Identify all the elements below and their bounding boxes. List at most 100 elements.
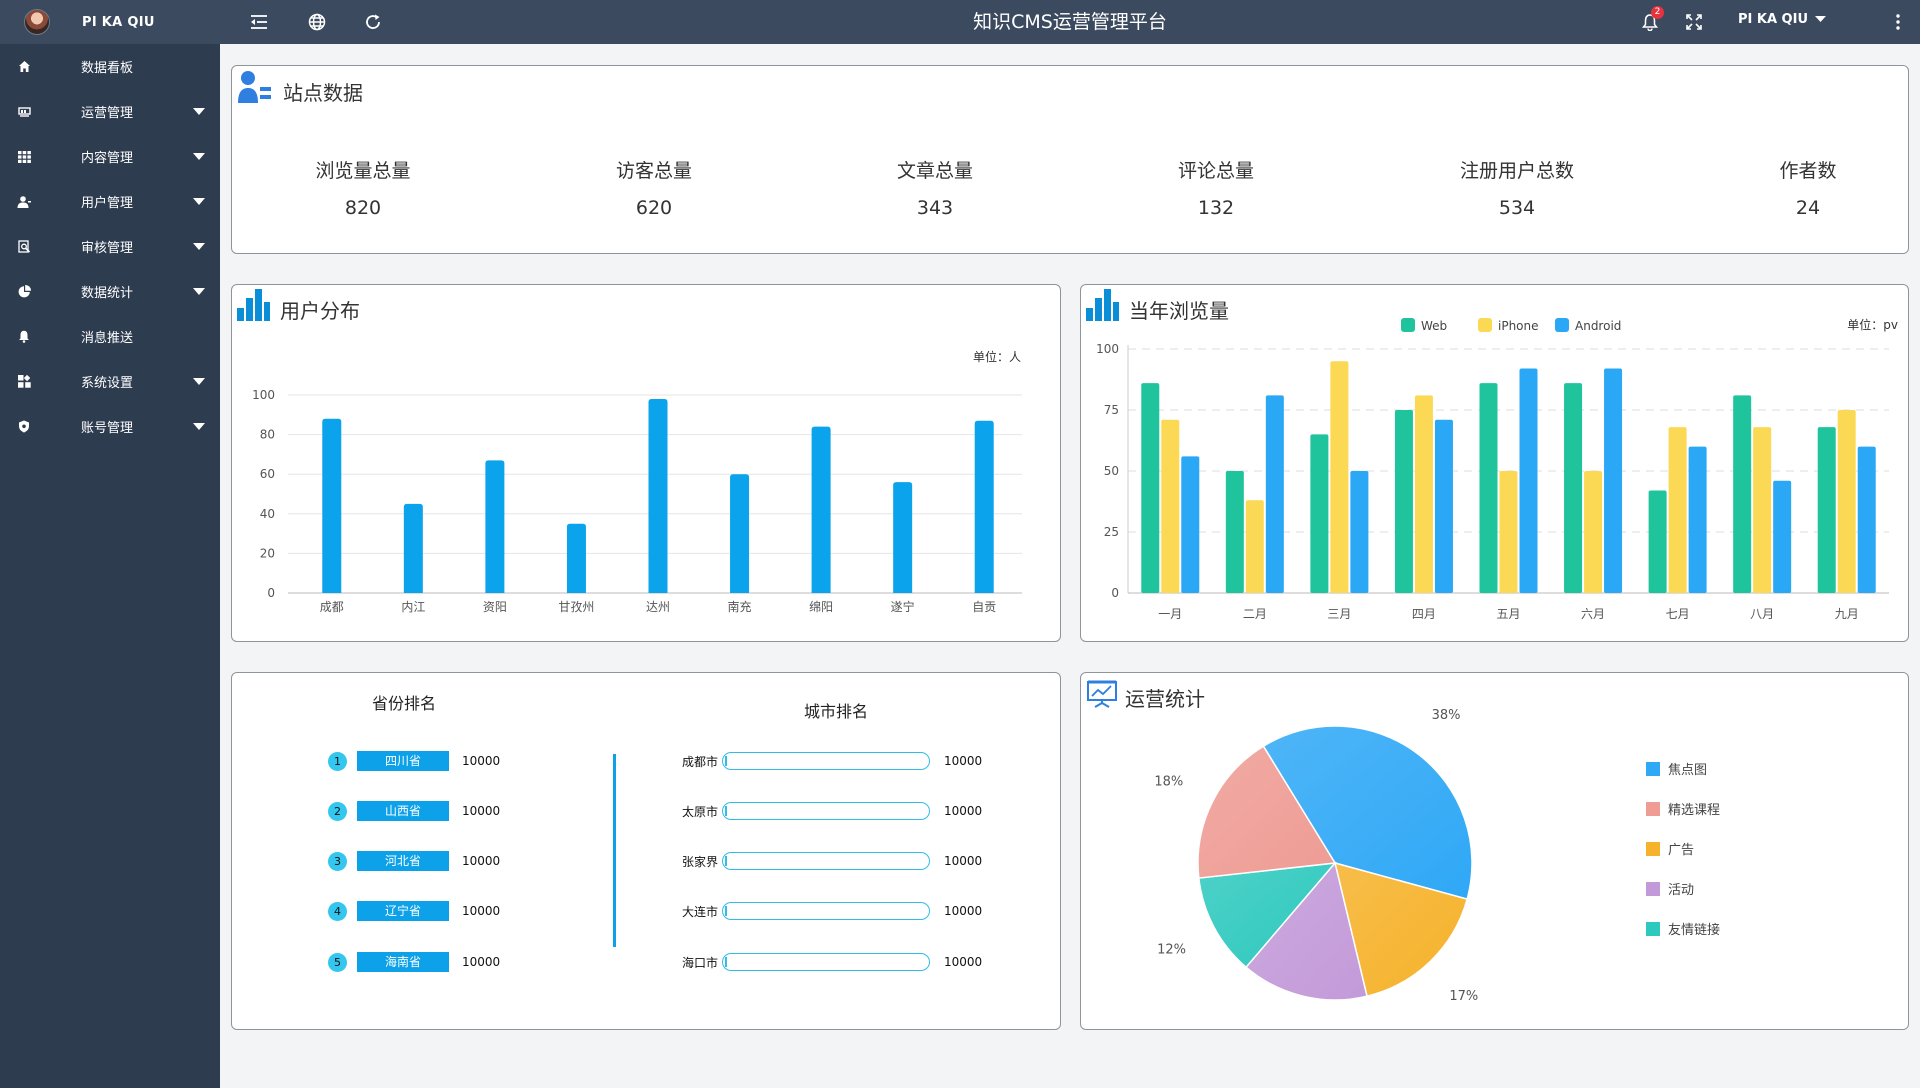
sidebar-item-7[interactable]: 消息推送: [0, 314, 220, 359]
bar-Web-八月[interactable]: [1733, 395, 1752, 593]
city-progress-bar: [722, 852, 930, 870]
bar-iPhone-九月[interactable]: [1837, 410, 1856, 593]
legend-label: iPhone: [1498, 319, 1539, 333]
pie-slice-友情链接[interactable]: [1198, 862, 1337, 969]
user-distribution-title: 用户分布: [280, 299, 360, 323]
refresh-icon[interactable]: [361, 10, 385, 34]
bar-Web-一月[interactable]: [1141, 383, 1160, 593]
sidebar-item-9[interactable]: 账号管理: [0, 404, 220, 449]
bar-Web-四月[interactable]: [1394, 410, 1413, 593]
pie-slice-活动[interactable]: [1244, 861, 1368, 1001]
more-vertical-icon[interactable]: [1886, 10, 1910, 34]
avatar[interactable]: [24, 9, 50, 35]
legend-swatch-iPhone[interactable]: [1478, 318, 1492, 332]
sidebar-item-2[interactable]: 运营管理: [0, 89, 220, 134]
legend-swatch-活动[interactable]: [1646, 882, 1660, 896]
sidebar-item-4[interactable]: 用户管理: [0, 179, 220, 224]
notification-button[interactable]: 2: [1638, 6, 1664, 34]
bar-Android-八月[interactable]: [1773, 480, 1792, 593]
city-value: 10000: [944, 754, 983, 768]
fullscreen-icon[interactable]: [1682, 10, 1706, 34]
city-rank-row: 大连市 10000: [670, 901, 982, 921]
pie-slice-精选课程[interactable]: [1197, 745, 1337, 879]
menu-collapse-icon[interactable]: [247, 10, 271, 34]
sidebar-item-label: 数据统计: [81, 286, 134, 301]
bar-Web-九月[interactable]: [1817, 427, 1836, 593]
chevron-down-icon: [193, 153, 205, 160]
bar-Android-二月[interactable]: [1265, 395, 1284, 593]
y-tick-label: 75: [1104, 403, 1119, 417]
bar-Android-四月[interactable]: [1434, 419, 1453, 593]
user-menu[interactable]: PI KA QIU: [1738, 0, 1826, 40]
bar-Android-九月[interactable]: [1857, 446, 1876, 593]
bar-iPhone-四月[interactable]: [1414, 395, 1433, 593]
legend-swatch-友情链接[interactable]: [1646, 922, 1660, 936]
bar-Web-七月[interactable]: [1648, 490, 1667, 593]
city-value: 10000: [944, 904, 983, 918]
chevron-down-icon: [193, 198, 205, 205]
rank-number: 2: [328, 801, 347, 821]
bar-Web-五月[interactable]: [1479, 383, 1498, 593]
sidebar-item-label: 运营管理: [81, 106, 134, 121]
bar-绵阳[interactable]: [811, 426, 831, 593]
globe-icon[interactable]: [305, 10, 329, 34]
site-stats-panel: 站点数据 浏览量总量 820 访客总量 620 文章总量 343 评论总量 132 注册用户总数…: [231, 65, 1909, 254]
legend-swatch-广告[interactable]: [1646, 842, 1660, 856]
x-tick-label: 六月: [1581, 607, 1605, 621]
legend-swatch-精选课程[interactable]: [1646, 802, 1660, 816]
bar-Web-二月[interactable]: [1225, 471, 1244, 593]
bar-iPhone-一月[interactable]: [1161, 419, 1180, 593]
province-ranking-title: 省份排名: [372, 694, 437, 713]
city-rank-row: 太原市 10000: [670, 801, 982, 821]
sidebar-item-1[interactable]: 数据看板: [0, 44, 220, 89]
bar-达州[interactable]: [648, 398, 668, 593]
bar-iPhone-三月[interactable]: [1330, 361, 1349, 593]
bar-Android-五月[interactable]: [1519, 368, 1538, 593]
sidebar-item-3[interactable]: 内容管理: [0, 134, 220, 179]
pie-slice-广告[interactable]: [1333, 861, 1469, 998]
province-value: 10000: [462, 854, 501, 868]
city-name: 太原市: [681, 804, 718, 819]
x-tick-label: 二月: [1243, 607, 1267, 621]
province-name: 辽宁省: [357, 901, 449, 921]
user-name: PI KA QIU: [1738, 12, 1808, 27]
bar-Android-一月[interactable]: [1181, 456, 1200, 593]
city-value: 10000: [944, 854, 983, 868]
chevron-down-icon: [193, 378, 205, 385]
bar-Web-三月[interactable]: [1310, 434, 1329, 593]
legend-swatch-Android[interactable]: [1555, 318, 1569, 332]
bar-成都[interactable]: [322, 418, 342, 593]
bar-Android-六月[interactable]: [1604, 368, 1623, 593]
bar-资阳[interactable]: [485, 460, 505, 593]
bar-Android-三月[interactable]: [1350, 471, 1369, 593]
sidebar-item-6[interactable]: 数据统计: [0, 269, 220, 314]
stat-label: 文章总量: [896, 160, 973, 182]
stat-item: 评论总量 132: [1116, 156, 1316, 219]
user-icon: [16, 194, 32, 210]
sidebar-item-5[interactable]: 审核管理: [0, 224, 220, 269]
bar-iPhone-七月[interactable]: [1668, 427, 1687, 593]
bar-iPhone-五月[interactable]: [1499, 471, 1518, 593]
stat-item: 浏览量总量 820: [263, 156, 463, 219]
pie-slice-焦点图[interactable]: [1262, 725, 1473, 901]
bar-甘孜州[interactable]: [566, 523, 586, 593]
bar-内江[interactable]: [403, 503, 423, 593]
legend-swatch-焦点图[interactable]: [1646, 762, 1660, 776]
sidebar-item-8[interactable]: 系统设置: [0, 359, 220, 404]
bar-Android-七月[interactable]: [1688, 446, 1707, 593]
province-rank-row: 1 四川省 10000: [328, 751, 500, 771]
x-tick-label: 内江: [401, 600, 425, 614]
bar-iPhone-二月[interactable]: [1245, 500, 1264, 593]
bar-chart-icon: [237, 289, 270, 321]
bar-Web-六月[interactable]: [1564, 383, 1583, 593]
grid-icon: [16, 149, 32, 165]
bar-iPhone-六月[interactable]: [1584, 471, 1603, 593]
bar-南充[interactable]: [730, 474, 750, 593]
city-progress-bar: [722, 902, 930, 920]
bar-iPhone-八月[interactable]: [1753, 427, 1772, 593]
rank-number: 4: [328, 901, 347, 921]
bar-遂宁[interactable]: [893, 482, 913, 593]
bar-自贡[interactable]: [974, 420, 994, 593]
legend-swatch-Web[interactable]: [1401, 318, 1415, 332]
x-tick-label: 自贡: [972, 600, 996, 614]
